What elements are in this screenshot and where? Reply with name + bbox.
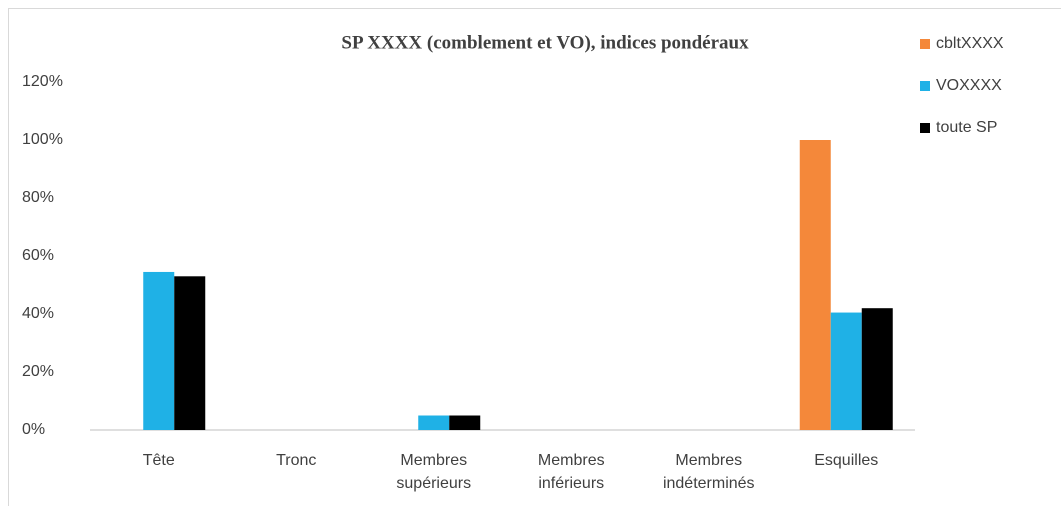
bar xyxy=(861,308,893,430)
legend-swatch xyxy=(920,123,930,133)
legend-label: cbltXXXX xyxy=(936,35,1004,52)
legend-swatch xyxy=(920,81,930,91)
y-tick-label: 0% xyxy=(22,421,45,438)
chart-title: SP XXXX (comblement et VO), indices pond… xyxy=(341,32,749,53)
legend-label: toute SP xyxy=(936,119,997,136)
bar xyxy=(174,276,206,430)
bar xyxy=(799,140,831,430)
x-tick-label: Membres inférieurs xyxy=(537,452,605,492)
legend-swatch xyxy=(920,39,930,49)
x-tick-label: Membres indéterminés xyxy=(662,452,755,492)
chart-frame xyxy=(8,8,1061,506)
bar xyxy=(143,271,175,430)
x-tick-label: Esquilles xyxy=(814,452,879,469)
y-tick-label: 20% xyxy=(22,363,54,380)
x-tick-label: Tronc xyxy=(276,452,317,469)
x-tick-label: Tête xyxy=(142,452,175,469)
y-tick-label: 80% xyxy=(22,189,54,206)
bar xyxy=(830,312,862,430)
y-tick-label: 120% xyxy=(22,73,63,90)
y-tick-label: 100% xyxy=(22,131,63,148)
bar xyxy=(449,415,481,430)
y-tick-label: 60% xyxy=(22,247,54,264)
x-tick-label: Membres supérieurs xyxy=(396,452,472,492)
legend-label: VOXXXX xyxy=(936,77,1002,94)
bar xyxy=(418,415,450,430)
y-tick-label: 40% xyxy=(22,305,54,322)
